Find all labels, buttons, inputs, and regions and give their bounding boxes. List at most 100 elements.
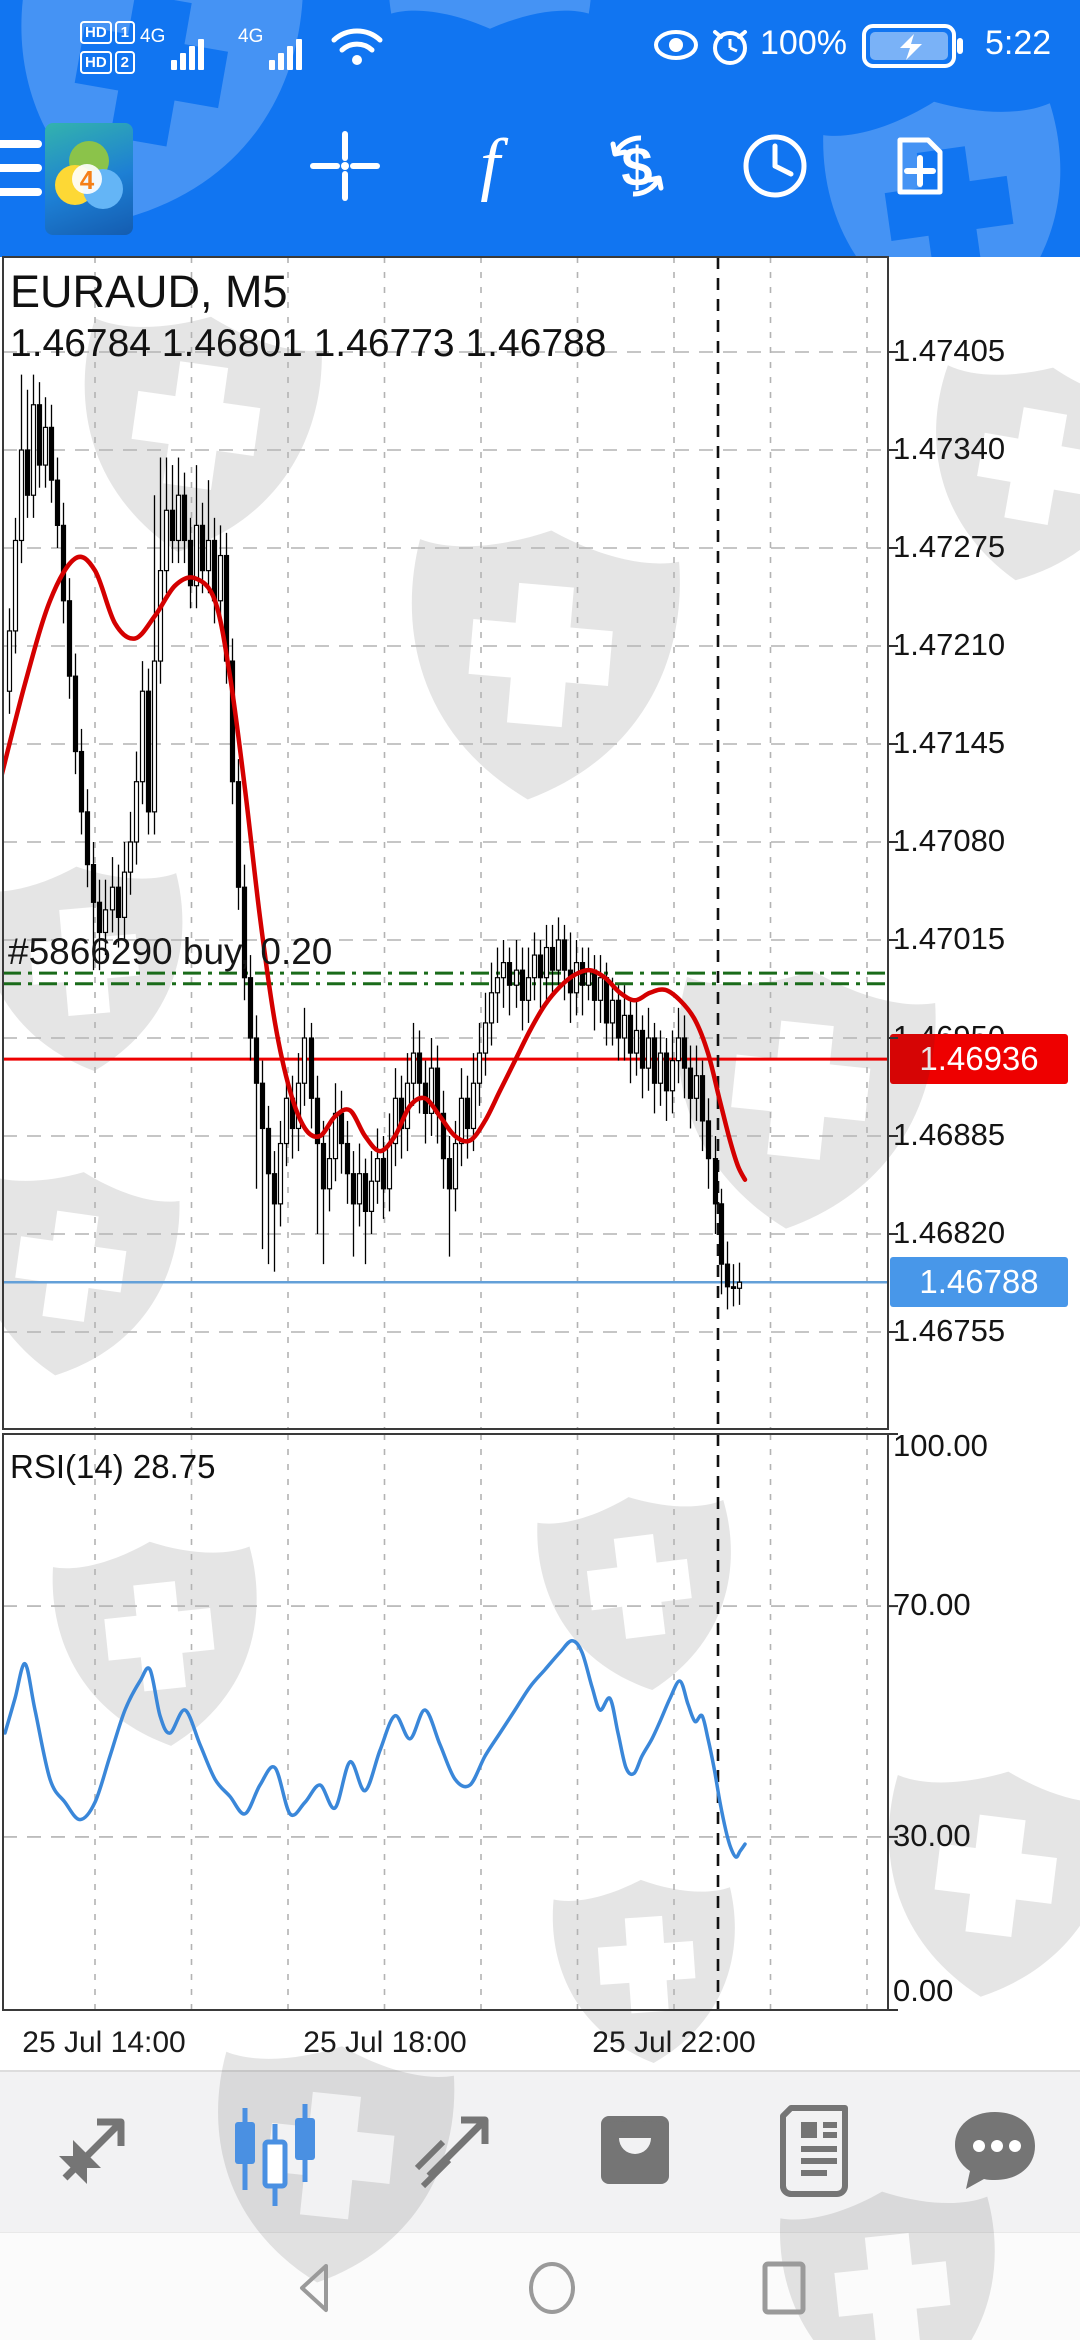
candle [476,1052,483,1084]
candle [235,781,242,888]
candle [54,479,61,526]
candle [531,954,538,979]
candle [452,1142,459,1190]
candle [519,969,526,1001]
symbol-timeframe-title: EURAUD, M5 [10,266,288,317]
nav-quotes-icon[interactable] [35,2090,155,2210]
mt4-logo-icon[interactable]: 4 [45,123,133,235]
candle [356,1173,363,1205]
rsi-indicator-label: RSI(14) 28.75 [10,1448,216,1485]
candle [24,449,31,496]
candle [247,977,254,1039]
crosshair-icon[interactable] [309,130,381,202]
candle [428,1067,435,1114]
candle [392,1097,399,1145]
rsi-panel [4,1435,887,2009]
candle [109,886,116,911]
candle [494,977,501,994]
candle [699,1075,706,1122]
clock-timeframe-icon[interactable] [739,130,811,202]
candle [271,1173,278,1205]
candle [344,1142,351,1175]
sim2-hd-icon: HD 2 [80,50,136,75]
candle [615,999,622,1039]
candle [549,946,556,971]
trade-dollar-icon[interactable]: $ [601,130,673,202]
nav-messages-icon[interactable] [935,2090,1055,2210]
candle [458,1097,465,1145]
candle [326,1158,333,1190]
price-axis-label: 1.47080 [893,823,1006,858]
candle [127,841,134,873]
alarm-clock-icon [713,30,747,65]
candle [639,1029,646,1069]
candle [724,1263,731,1288]
nav-news-icon[interactable] [755,2090,875,2210]
candle [470,1082,477,1130]
android-home-icon[interactable] [522,2258,582,2318]
candle [181,494,188,542]
candle [139,690,146,783]
candle [633,1029,640,1054]
candle [669,1060,676,1092]
candle [464,1097,471,1130]
candle [199,524,206,572]
candle [416,1052,423,1084]
candle [241,886,248,979]
menu-icon[interactable] [0,140,44,220]
new-order-icon[interactable] [884,130,956,202]
candle [36,404,43,466]
candle [675,1037,682,1062]
candle [187,539,194,587]
candle [663,1052,670,1092]
candle [66,600,73,677]
nav-charts-icon[interactable] [215,2090,335,2210]
candle [730,1286,737,1289]
rsi-axis-label: 30.00 [893,1818,971,1853]
price-axis-label: 1.47275 [893,529,1006,564]
candle [537,954,544,979]
candle [308,1037,315,1099]
candle [712,1158,719,1205]
sim1-hd-icon: HD 1 [80,20,136,45]
android-recents-icon[interactable] [755,2258,815,2318]
rsi-axis-label: 0.00 [893,1973,954,2008]
android-back-icon[interactable] [286,2258,346,2318]
candle [163,509,170,572]
nav-history-icon[interactable] [575,2090,695,2210]
candle [133,781,140,843]
signal-strength-icon-1: 4G [140,26,205,70]
battery-charging-icon [862,24,963,68]
rsi-axis-label: 100.00 [893,1428,988,1463]
price-axis-label: 1.46755 [893,1313,1006,1348]
ohlc-values: 1.46784 1.46801 1.46773 1.46788 [10,322,607,365]
signal-strength-icon-2: 4G [238,26,303,70]
candle [96,901,103,934]
candle [253,1037,260,1084]
candle [217,554,224,602]
candle [121,871,128,918]
candle [736,1281,743,1289]
candle [151,660,158,813]
candle [380,1158,387,1190]
candle [72,675,79,753]
indicators-function-icon[interactable]: f [454,130,526,202]
candle [102,909,109,934]
time-axis-label: 25 Jul 18:00 [303,2026,467,2059]
candle [681,1037,688,1069]
candle [627,1014,634,1054]
candle [687,1067,694,1099]
candle [440,1112,447,1160]
candle [12,539,19,632]
candle [338,1112,345,1145]
candle [157,570,164,662]
nav-trade-icon[interactable] [395,2090,515,2210]
candle [621,1014,628,1039]
price-axis-label: 1.47210 [893,627,1006,662]
blue-price-badge: 1.46788 [890,1257,1068,1308]
price-axis-label: 1.46885 [893,1117,1006,1152]
candle [320,1142,327,1190]
svg-text:$: $ [621,135,652,198]
